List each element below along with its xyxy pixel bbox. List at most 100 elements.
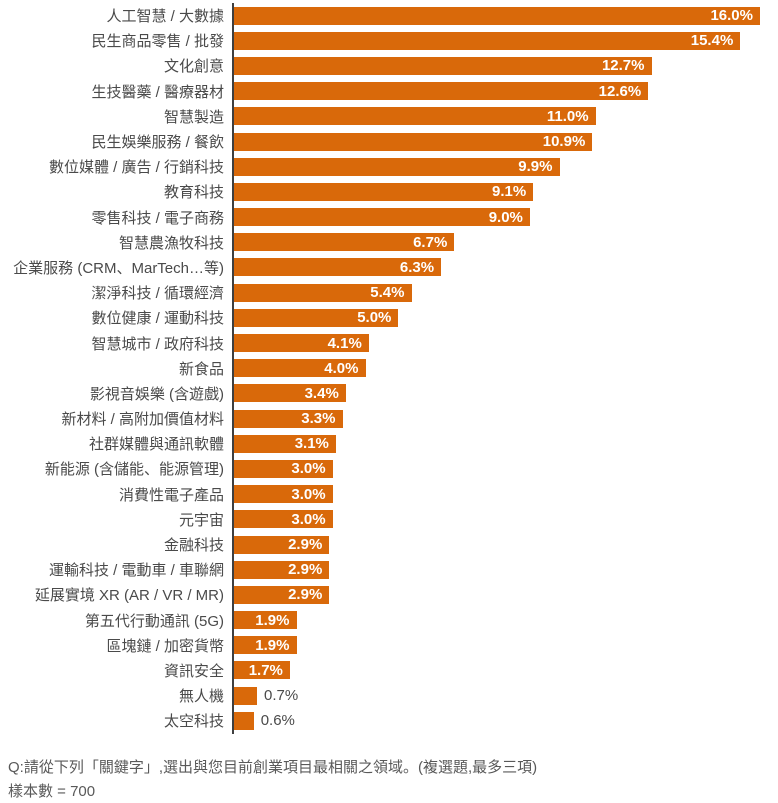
category-label: 新材料 / 高附加價值材料 xyxy=(61,411,224,429)
bar-row: 消費性電子產品 3.0% xyxy=(0,482,778,507)
bar: 1.9% xyxy=(234,636,297,655)
bar-row: 區塊鏈 / 加密貨幣 1.9% xyxy=(0,633,778,658)
bar xyxy=(234,711,254,730)
bar: 6.3% xyxy=(234,258,442,277)
plot-area: 3.0% xyxy=(232,482,778,507)
category-label: 無人機 xyxy=(178,688,224,706)
bar-row: 零售科技 / 電子商務 9.0% xyxy=(0,205,778,230)
bar: 3.4% xyxy=(234,384,346,403)
plot-area: 4.1% xyxy=(232,330,778,355)
value-label: 9.9% xyxy=(518,158,553,176)
value-label: 3.0% xyxy=(291,460,326,478)
value-label: 10.9% xyxy=(542,133,586,151)
plot-area: 3.0% xyxy=(232,456,778,481)
category-label: 智慧城市 / 政府科技 xyxy=(91,335,224,353)
category-label: 民生娛樂服務 / 餐飲 xyxy=(91,134,224,152)
value-label: 9.1% xyxy=(491,183,527,201)
plot-area: 1.9% xyxy=(232,608,778,633)
bar: 10.9% xyxy=(234,132,593,151)
bar-rows: 人工智慧 / 大數據 16.0% 民生商品零售 / 批發 15.4% 文化創意 12.7%… xyxy=(0,3,778,733)
plot-area: 9.0% xyxy=(232,205,778,230)
plot-area: 3.0% xyxy=(232,507,778,532)
plot-area: 12.7% xyxy=(232,53,778,78)
bar: 6.7% xyxy=(234,233,455,252)
plot-area: 3.4% xyxy=(232,381,778,406)
value-label: 3.4% xyxy=(304,384,339,402)
value-label: 15.4% xyxy=(690,32,734,50)
bar-row: 太空科技 0.6% xyxy=(0,708,778,733)
bar: 15.4% xyxy=(234,31,741,50)
bar-row: 數位健康 / 運動科技 5.0% xyxy=(0,305,778,330)
y-axis-line xyxy=(232,3,234,734)
bar-row: 延展實境 XR (AR / VR / MR) 2.9% xyxy=(0,582,778,607)
value-label: 16.0% xyxy=(710,7,753,25)
category-label: 民生商品零售 / 批發 xyxy=(91,33,224,51)
value-label: 6.3% xyxy=(399,258,435,276)
plot-area: 6.7% xyxy=(232,230,778,255)
category-label: 生技醫藥 / 醫療器材 xyxy=(91,83,224,101)
bar: 2.9% xyxy=(234,585,330,604)
bar: 3.0% xyxy=(234,459,333,478)
plot-area: 2.9% xyxy=(232,582,778,607)
category-label: 第五代行動通訊 (5G) xyxy=(84,612,224,630)
value-label: 2.9% xyxy=(288,586,323,604)
value-label: 5.0% xyxy=(357,309,392,327)
value-label: 4.1% xyxy=(327,334,362,352)
bar: 12.7% xyxy=(234,56,652,75)
category-label: 消費性電子產品 xyxy=(118,486,224,504)
category-label: 企業服務 (CRM、MarTech…等) xyxy=(13,259,224,277)
category-label: 智慧製造 xyxy=(163,108,224,126)
bar-row: 影視音娛樂 (含遊戲) 3.4% xyxy=(0,381,778,406)
plot-area: 1.7% xyxy=(232,658,778,683)
bar: 9.9% xyxy=(234,157,560,176)
bar: 9.0% xyxy=(234,208,530,227)
bar: 3.0% xyxy=(234,510,333,529)
plot-area: 6.3% xyxy=(232,255,778,280)
value-label: 1.9% xyxy=(255,611,290,629)
plot-area: 2.9% xyxy=(232,532,778,557)
bar-row: 民生娛樂服務 / 餐飲 10.9% xyxy=(0,129,778,154)
bar-row: 數位媒體 / 廣告 / 行銷科技 9.9% xyxy=(0,154,778,179)
category-label: 文化創意 xyxy=(163,58,224,76)
bar: 2.9% xyxy=(234,560,330,579)
value-label: 0.7% xyxy=(264,687,299,705)
bar-row: 教育科技 9.1% xyxy=(0,179,778,204)
bar: 3.0% xyxy=(234,485,333,504)
bar-row: 新食品 4.0% xyxy=(0,356,778,381)
bar-row: 民生商品零售 / 批發 15.4% xyxy=(0,28,778,53)
question-note: Q:請從下列「關鍵字」,選出與您目前創業項目最相關之領域。(複選題,最多三項) xyxy=(8,759,538,777)
bar-row: 新材料 / 高附加價值材料 3.3% xyxy=(0,406,778,431)
plot-area: 11.0% xyxy=(232,104,778,129)
bar: 5.4% xyxy=(234,283,412,302)
plot-area: 0.7% xyxy=(232,683,778,708)
category-label: 人工智慧 / 大數據 xyxy=(106,8,224,26)
bar-row: 人工智慧 / 大數據 16.0% xyxy=(0,3,778,28)
bar-row: 生技醫藥 / 醫療器材 12.6% xyxy=(0,79,778,104)
plot-area: 3.1% xyxy=(232,431,778,456)
bar-row: 第五代行動通訊 (5G) 1.9% xyxy=(0,608,778,633)
bar-row: 社群媒體與通訊軟體 3.1% xyxy=(0,431,778,456)
value-label: 12.7% xyxy=(601,57,645,75)
bar: 11.0% xyxy=(234,107,596,126)
category-label: 數位媒體 / 廣告 / 行銷科技 xyxy=(48,159,224,177)
category-label: 零售科技 / 電子商務 xyxy=(91,209,224,227)
plot-area: 0.6% xyxy=(232,708,778,733)
plot-area: 15.4% xyxy=(232,28,778,53)
plot-area: 9.1% xyxy=(232,179,778,204)
plot-area: 3.3% xyxy=(232,406,778,431)
bar: 3.3% xyxy=(234,409,343,428)
bar: 12.6% xyxy=(234,82,649,101)
bar-row: 元宇宙 3.0% xyxy=(0,507,778,532)
bar-row: 潔淨科技 / 循環經濟 5.4% xyxy=(0,280,778,305)
value-label: 3.0% xyxy=(291,485,326,503)
plot-area: 16.0% xyxy=(232,3,778,28)
category-label: 延展實境 XR (AR / VR / MR) xyxy=(34,587,224,605)
bar-row: 企業服務 (CRM、MarTech…等) 6.3% xyxy=(0,255,778,280)
value-label: 2.9% xyxy=(288,561,323,579)
category-label: 金融科技 xyxy=(163,537,224,555)
value-label: 3.0% xyxy=(291,510,326,528)
plot-area: 12.6% xyxy=(232,79,778,104)
value-label: 11.0% xyxy=(546,107,589,125)
bar-row: 運輸科技 / 電動車 / 車聯網 2.9% xyxy=(0,557,778,582)
category-label: 教育科技 xyxy=(163,184,224,202)
